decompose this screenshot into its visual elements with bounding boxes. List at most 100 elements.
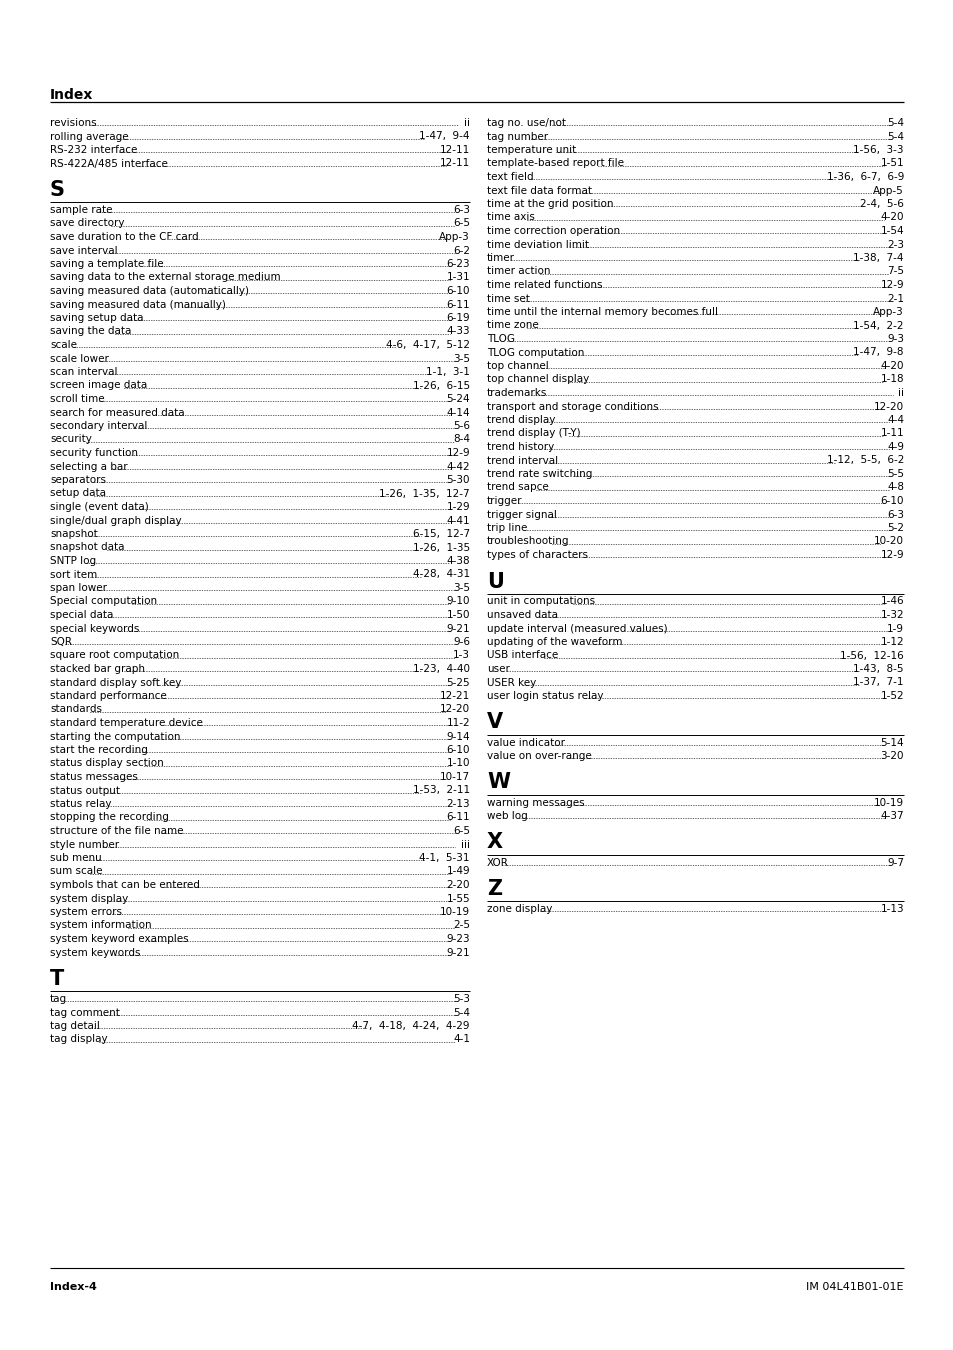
Text: 9-10: 9-10 bbox=[446, 597, 470, 606]
Text: top channel: top channel bbox=[486, 360, 548, 371]
Text: 4-1: 4-1 bbox=[453, 1034, 470, 1045]
Text: 1-32: 1-32 bbox=[880, 610, 903, 620]
Text: XOR: XOR bbox=[486, 857, 508, 868]
Text: 4-20: 4-20 bbox=[880, 360, 903, 371]
Text: 1-11: 1-11 bbox=[880, 428, 903, 439]
Text: 1-49: 1-49 bbox=[446, 867, 470, 876]
Text: 2-13: 2-13 bbox=[446, 799, 470, 809]
Text: 4-37: 4-37 bbox=[880, 811, 903, 821]
Text: user: user bbox=[486, 664, 509, 674]
Text: X: X bbox=[486, 833, 502, 852]
Text: time axis: time axis bbox=[486, 212, 535, 223]
Text: 5-30: 5-30 bbox=[446, 475, 470, 485]
Text: 1-3: 1-3 bbox=[453, 651, 470, 660]
Text: system keywords: system keywords bbox=[50, 948, 140, 957]
Text: types of characters: types of characters bbox=[486, 549, 587, 560]
Text: revisions: revisions bbox=[50, 117, 96, 128]
Text: 5-25: 5-25 bbox=[446, 678, 470, 687]
Text: 4-7,  4-18,  4-24,  4-29: 4-7, 4-18, 4-24, 4-29 bbox=[352, 1021, 470, 1031]
Text: 1-12: 1-12 bbox=[880, 637, 903, 647]
Text: 9-23: 9-23 bbox=[446, 934, 470, 944]
Text: 1-29: 1-29 bbox=[446, 502, 470, 512]
Text: 1-52: 1-52 bbox=[880, 691, 903, 701]
Text: Z: Z bbox=[486, 879, 501, 899]
Text: security: security bbox=[50, 435, 91, 444]
Text: troubleshooting: troubleshooting bbox=[486, 536, 569, 547]
Text: USB interface: USB interface bbox=[486, 651, 558, 660]
Text: standard display soft key: standard display soft key bbox=[50, 678, 181, 687]
Text: RS-422A/485 interface: RS-422A/485 interface bbox=[50, 158, 168, 169]
Text: 9-6: 9-6 bbox=[453, 637, 470, 647]
Text: status relay: status relay bbox=[50, 799, 112, 809]
Text: 6-2: 6-2 bbox=[453, 246, 470, 255]
Text: V: V bbox=[486, 713, 502, 733]
Text: timer action: timer action bbox=[486, 266, 550, 277]
Text: 6-11: 6-11 bbox=[446, 300, 470, 309]
Text: sort item: sort item bbox=[50, 570, 97, 579]
Text: 5-4: 5-4 bbox=[886, 131, 903, 142]
Text: 6-5: 6-5 bbox=[453, 219, 470, 228]
Text: unit in computations: unit in computations bbox=[486, 597, 595, 606]
Text: snapshot data: snapshot data bbox=[50, 543, 125, 552]
Text: save directory: save directory bbox=[50, 219, 125, 228]
Text: value indicator: value indicator bbox=[486, 737, 564, 748]
Text: single/dual graph display: single/dual graph display bbox=[50, 516, 181, 525]
Text: W: W bbox=[486, 772, 510, 792]
Text: 12-20: 12-20 bbox=[873, 401, 903, 412]
Text: 7-5: 7-5 bbox=[886, 266, 903, 277]
Text: 10-17: 10-17 bbox=[439, 772, 470, 782]
Text: tag: tag bbox=[50, 994, 67, 1004]
Text: 1-10: 1-10 bbox=[446, 759, 470, 768]
Text: 9-7: 9-7 bbox=[886, 857, 903, 868]
Text: 1-1,  3-1: 1-1, 3-1 bbox=[426, 367, 470, 377]
Text: 4-38: 4-38 bbox=[446, 556, 470, 566]
Text: 4-8: 4-8 bbox=[886, 482, 903, 493]
Text: 5-14: 5-14 bbox=[880, 737, 903, 748]
Text: sum scale: sum scale bbox=[50, 867, 102, 876]
Text: saving data to the external storage medium: saving data to the external storage medi… bbox=[50, 273, 280, 282]
Text: 3-5: 3-5 bbox=[453, 354, 470, 363]
Text: 5-24: 5-24 bbox=[446, 394, 470, 404]
Text: user login status relay: user login status relay bbox=[486, 691, 603, 701]
Text: 1-18: 1-18 bbox=[880, 374, 903, 385]
Text: 5-5: 5-5 bbox=[886, 468, 903, 479]
Text: 1-36,  6-7,  6-9: 1-36, 6-7, 6-9 bbox=[825, 171, 903, 182]
Text: value on over-range: value on over-range bbox=[486, 751, 591, 761]
Text: saving measured data (manually): saving measured data (manually) bbox=[50, 300, 226, 309]
Text: 3-5: 3-5 bbox=[453, 583, 470, 593]
Text: status display section: status display section bbox=[50, 759, 164, 768]
Text: 1-51: 1-51 bbox=[880, 158, 903, 169]
Text: 1-55: 1-55 bbox=[446, 894, 470, 903]
Text: zone display: zone display bbox=[486, 904, 552, 914]
Text: unsaved data: unsaved data bbox=[486, 610, 558, 620]
Text: 1-50: 1-50 bbox=[446, 610, 470, 620]
Text: saving a template file: saving a template file bbox=[50, 259, 164, 269]
Text: 1-56,  3-3: 1-56, 3-3 bbox=[853, 144, 903, 155]
Text: saving measured data (automatically): saving measured data (automatically) bbox=[50, 286, 249, 296]
Text: scan interval: scan interval bbox=[50, 367, 117, 377]
Text: transport and storage conditions: transport and storage conditions bbox=[486, 401, 658, 412]
Text: snapshot: snapshot bbox=[50, 529, 97, 539]
Text: 1-53,  2-11: 1-53, 2-11 bbox=[413, 786, 470, 795]
Text: TLOG computation: TLOG computation bbox=[486, 347, 584, 358]
Text: 6-3: 6-3 bbox=[453, 205, 470, 215]
Text: trend display: trend display bbox=[486, 414, 555, 425]
Text: time related functions: time related functions bbox=[486, 279, 602, 290]
Text: standards: standards bbox=[50, 705, 102, 714]
Text: setup data: setup data bbox=[50, 489, 106, 498]
Text: 10-20: 10-20 bbox=[873, 536, 903, 547]
Text: 6-5: 6-5 bbox=[453, 826, 470, 836]
Text: 6-19: 6-19 bbox=[446, 313, 470, 323]
Text: SNTP log: SNTP log bbox=[50, 556, 96, 566]
Text: 12-9: 12-9 bbox=[446, 448, 470, 458]
Text: trigger: trigger bbox=[486, 495, 522, 506]
Text: top channel display: top channel display bbox=[486, 374, 589, 385]
Text: Index-4: Index-4 bbox=[50, 1282, 97, 1292]
Text: 1-56,  12-16: 1-56, 12-16 bbox=[840, 651, 903, 660]
Text: Special computation: Special computation bbox=[50, 597, 157, 606]
Text: time zone: time zone bbox=[486, 320, 538, 331]
Text: 1-26,  6-15: 1-26, 6-15 bbox=[413, 381, 470, 390]
Text: 1-12,  5-5,  6-2: 1-12, 5-5, 6-2 bbox=[825, 455, 903, 466]
Text: App-3: App-3 bbox=[872, 306, 903, 317]
Text: App-5: App-5 bbox=[872, 185, 903, 196]
